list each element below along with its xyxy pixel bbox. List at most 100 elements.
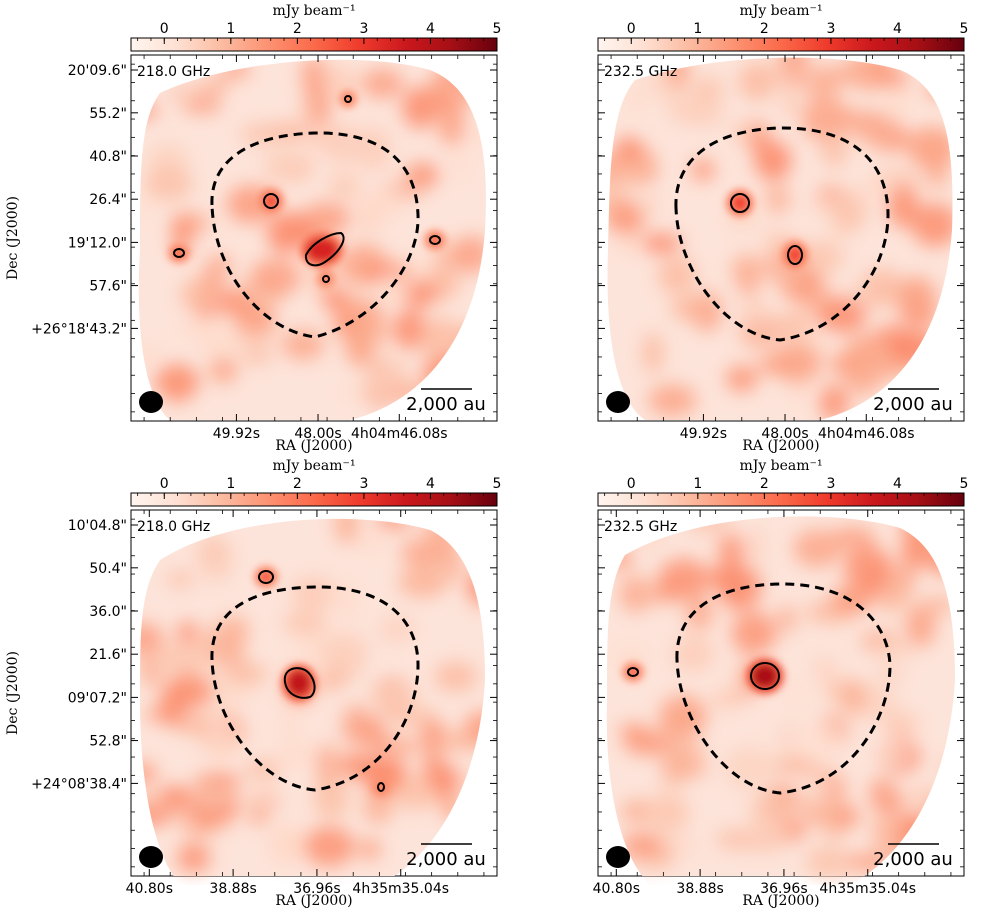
noise-blob	[208, 74, 231, 94]
colorbar-p3: 0 1 2 3 4 5 mJy beam⁻¹	[130, 458, 501, 507]
noise-blob	[245, 761, 281, 778]
colorbar-ticks: 0 1 2 3 4 5	[604, 21, 969, 44]
noise-blob	[685, 595, 714, 631]
y-tick-label: 52.8"	[89, 734, 127, 750]
noise-blob	[290, 576, 335, 611]
noise-blob	[177, 842, 211, 873]
noise-blob	[337, 382, 364, 403]
colorbar-label: mJy beam⁻¹	[272, 3, 355, 19]
noise-blob	[341, 705, 372, 747]
noise-blob	[831, 216, 852, 236]
source-peak	[732, 195, 748, 211]
colorbar-tick-label: 0	[160, 476, 169, 492]
colorbar-tick-label: 5	[960, 476, 969, 492]
noise-blob	[657, 256, 697, 294]
axes-top-left: 49.92s 48.00s 4h04m46.08s 20'09.6" 55.2" 40.8…	[31, 55, 497, 442]
noise-blob	[166, 570, 195, 589]
noise-blob	[405, 162, 440, 188]
noise-blob	[436, 730, 484, 751]
noise-blob	[282, 611, 328, 635]
noise-blob	[446, 146, 473, 184]
beam-ellipse	[139, 391, 163, 413]
axes-top-right: 49.92s 48.00s 4h04m46.08s	[598, 55, 964, 442]
noise-blob	[776, 605, 798, 633]
noise-blob	[660, 741, 701, 781]
source-peak	[378, 783, 384, 791]
noise-blob	[870, 815, 903, 843]
source-contour	[730, 193, 750, 213]
source-contour	[750, 662, 780, 690]
noise-blob	[204, 254, 233, 278]
source-peak	[287, 670, 311, 696]
noise-blob	[692, 76, 725, 105]
x-tick-label: 4h04m46.08s	[818, 426, 915, 442]
noise-blob	[362, 789, 394, 825]
y-tick-label: 55.2"	[89, 106, 127, 122]
panel-bottom-right	[597, 509, 965, 879]
noise-blob	[838, 679, 868, 714]
frequency-label: 218.0 GHz	[137, 519, 210, 535]
scale-bar-label: 2,000 au	[406, 849, 486, 870]
noise-blob	[615, 136, 642, 163]
noise-blob	[883, 711, 918, 739]
noise-blob	[718, 566, 762, 611]
axes-bottom-right: 40.80s 38.88s 36.96s 4h35m35.04s	[593, 510, 964, 897]
noise-blob	[384, 735, 413, 754]
noise-blob	[808, 253, 844, 270]
y-tick-label: 09'07.2"	[68, 690, 127, 706]
noise-blob	[672, 635, 715, 672]
noise-blob	[279, 710, 301, 738]
aperture-contour-p2	[674, 126, 890, 342]
y-tick-label: 50.4"	[89, 561, 127, 577]
scale-bar-label: 2,000 au	[873, 394, 953, 415]
noise-blob	[166, 673, 214, 710]
noise-blob	[315, 743, 339, 785]
noise-blob	[240, 124, 281, 145]
colorbar-tick-label: 1	[693, 476, 702, 492]
scale-bar-label: 2,000 au	[873, 849, 953, 870]
colorbar-label: mJy beam⁻¹	[272, 458, 355, 474]
noise-blob	[241, 344, 273, 365]
noise-blob	[177, 621, 198, 644]
noise-blob	[175, 717, 216, 734]
source-contours-p2	[730, 193, 803, 265]
source-peak	[788, 247, 802, 263]
noise-blob	[621, 799, 652, 824]
noise-blob	[844, 546, 893, 589]
y-axis-title: Dec (J2000)	[5, 651, 21, 735]
y-axis-title: Dec (J2000)	[5, 196, 21, 280]
colorbar-tick-label: 4	[893, 476, 902, 492]
noise-blob	[421, 741, 443, 761]
beam-ellipse	[606, 391, 630, 413]
colorbar-tick-label: 5	[960, 21, 969, 37]
source-contour	[322, 275, 330, 283]
noise-blob	[658, 558, 709, 600]
noise-blob	[365, 356, 390, 381]
source-contours-p3	[258, 570, 385, 792]
colorbar	[597, 492, 965, 507]
y-tick-label: 36.0"	[89, 604, 127, 620]
noise-blob	[267, 824, 309, 864]
colorbar-ticks: 0 1 2 3 4 5	[604, 476, 969, 499]
source-peak	[628, 668, 638, 676]
source-contour	[173, 248, 185, 258]
noise-blob	[623, 730, 672, 756]
noise-blob	[724, 746, 776, 790]
noise-blob	[642, 332, 664, 374]
noise-blob	[181, 97, 222, 114]
noise-blob	[667, 838, 700, 855]
colorbar-tick-label: 4	[893, 21, 902, 37]
frequency-label: 232.5 GHz	[604, 519, 677, 535]
y-tick-label: +26°18'43.2"	[31, 321, 127, 337]
noise-blob	[816, 297, 867, 333]
panel-top-right	[597, 54, 965, 422]
x-tick-label: 38.88s	[676, 881, 723, 897]
noise-blob	[302, 202, 351, 235]
source-contours-p1	[173, 95, 441, 283]
noise-blob	[712, 689, 742, 709]
source-contour	[283, 667, 316, 699]
y-tick-label: 10'04.8"	[68, 518, 127, 534]
noise-blob	[159, 785, 192, 808]
y-tick-label: 57.6"	[89, 279, 127, 295]
noise-blob	[275, 739, 316, 767]
